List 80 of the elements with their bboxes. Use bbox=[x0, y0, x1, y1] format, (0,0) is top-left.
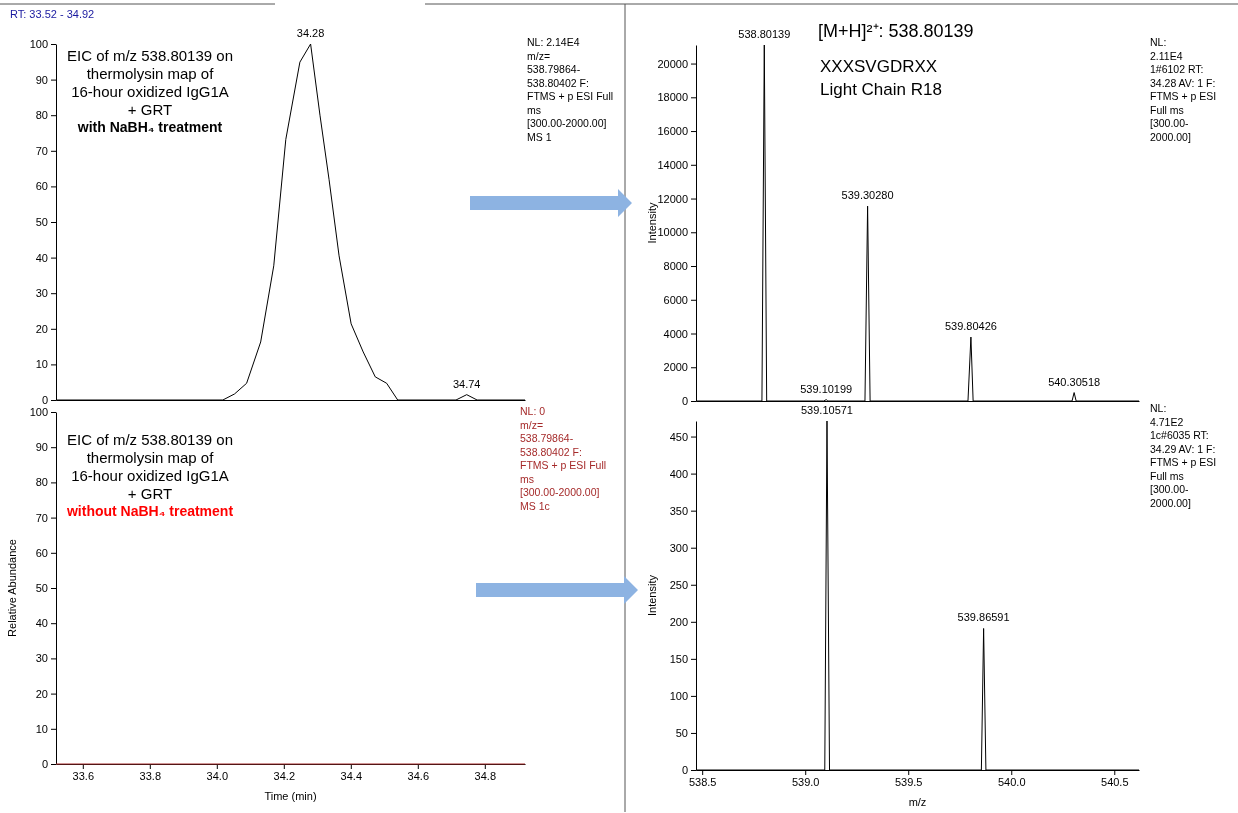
y-tick-label: 6000 bbox=[663, 293, 688, 306]
x-tick-label: 539.5 bbox=[894, 775, 923, 788]
text: EIC of m/z 538.80139 on thermolysin map of 16-hour oxidized IgG1A + GRT bbox=[67, 47, 233, 119]
y-tick-label: 8000 bbox=[663, 260, 688, 273]
y-tick-label: 100 bbox=[29, 38, 48, 51]
x-tick-label: 539.0 bbox=[791, 775, 820, 788]
annotation: 539.80426 bbox=[944, 320, 997, 333]
y-tick-label: 10 bbox=[35, 722, 48, 735]
text: NL: 2.14E4 m/z= 538.79864- 538.80402 F: FTMS + p ESI Full ms [300.00-2000.00] MS 1 bbox=[527, 36, 614, 143]
y-tick-label: 80 bbox=[35, 476, 48, 489]
x-tick-label: 33.6 bbox=[72, 769, 95, 782]
y-tick-label: 30 bbox=[35, 287, 48, 300]
y-tick-label: 0 bbox=[41, 394, 48, 407]
y-tick-label: 350 bbox=[669, 504, 688, 517]
y-tick-label: 20000 bbox=[657, 57, 688, 70]
x-axis-title: Time (min) bbox=[264, 790, 317, 802]
y-tick-label: 90 bbox=[35, 73, 48, 86]
y-tick-label: 0 bbox=[681, 764, 688, 777]
y-tick-label: 150 bbox=[669, 652, 688, 665]
annotation: NL: 0 m/z= 538.79864- 538.80402 F: FTMS + p ESI Full ms [300.00-2000.00] MS 1c bbox=[520, 405, 607, 512]
y-tick-label: 18000 bbox=[657, 91, 688, 104]
y-axis-title: Intensity bbox=[646, 202, 658, 244]
y-tick-label: 30 bbox=[35, 652, 48, 665]
x-tick-label: 540.5 bbox=[1101, 775, 1129, 788]
y-tick-label: 400 bbox=[669, 467, 688, 480]
y-tick-label: 14000 bbox=[657, 158, 688, 171]
text: NL: 2.11E4 1#6102 RT: 34.28 AV: 1 F: FTMS + p ESI Full ms [300.00- 2000.00] bbox=[1150, 36, 1217, 143]
annotation: 34.28 bbox=[296, 27, 325, 39]
y-tick-label: 300 bbox=[669, 541, 688, 554]
x-tick-label: 34.0 bbox=[206, 769, 229, 782]
annotation: 34.74 bbox=[452, 377, 481, 390]
x-tick-label: 34.8 bbox=[474, 769, 497, 782]
annotation: 539.86591 bbox=[957, 611, 1010, 624]
x-tick-label: 34.4 bbox=[340, 769, 363, 782]
y-tick-label: 50 bbox=[675, 726, 688, 739]
y-tick-label: 40 bbox=[35, 251, 48, 264]
chart-title: [M+H]²⁺: 538.80139 bbox=[818, 20, 974, 41]
y-tick-label: 12000 bbox=[657, 192, 688, 205]
text: NL: 4.71E2 1c#6035 RT: 34.29 AV: 1 F: FTMS + p ESI Full ms [300.00- 2000.00] bbox=[1150, 402, 1217, 509]
y-tick-label: 20 bbox=[35, 687, 48, 700]
y-tick-label: 60 bbox=[35, 180, 48, 193]
annotation: 539.10199 bbox=[800, 382, 853, 395]
y-tick-label: 0 bbox=[681, 395, 688, 408]
x-tick-label: 34.2 bbox=[273, 769, 296, 782]
text: with NaBH₄ treatment bbox=[76, 119, 223, 136]
y-tick-label: 60 bbox=[35, 546, 48, 559]
y-tick-label: 40 bbox=[35, 617, 48, 630]
annotation: 538.80139 bbox=[738, 28, 791, 40]
x-tick-label: 33.8 bbox=[139, 769, 162, 782]
x-tick-label: 34.6 bbox=[407, 769, 430, 782]
y-tick-label: 0 bbox=[41, 758, 48, 771]
text: EIC of m/z 538.80139 on thermolysin map of 16-hour oxidized IgG1A + GRT bbox=[67, 431, 233, 503]
y-tick-label: 100 bbox=[29, 406, 48, 419]
y-tick-label: 50 bbox=[35, 582, 48, 595]
y-tick-label: 16000 bbox=[657, 125, 688, 138]
y-tick-label: 10 bbox=[35, 358, 48, 371]
x-axis-title: m/z bbox=[908, 796, 927, 808]
text: XXXSVGDRXX Light Chain R18 bbox=[820, 57, 942, 99]
y-tick-label: 200 bbox=[669, 615, 688, 628]
text: without NaBH₄ treatment bbox=[65, 503, 234, 520]
y-tick-label: 70 bbox=[35, 144, 48, 157]
y-tick-label: 50 bbox=[35, 216, 48, 229]
y-tick-label: 4000 bbox=[663, 327, 688, 340]
y-axis-title: Intensity bbox=[646, 574, 658, 616]
y-tick-label: 90 bbox=[35, 441, 48, 454]
y-tick-label: 250 bbox=[669, 578, 688, 591]
annotation: 539.10571 bbox=[800, 404, 853, 416]
y-tick-label: 2000 bbox=[663, 361, 688, 374]
annotation: 539.30280 bbox=[841, 189, 894, 202]
y-tick-label: 10000 bbox=[657, 226, 688, 239]
y-axis-title: Relative Abundance bbox=[6, 539, 18, 637]
y-tick-label: 20 bbox=[35, 322, 48, 335]
y-tick-label: 100 bbox=[669, 689, 688, 702]
text: RT: 33.52 - 34.92 bbox=[10, 8, 95, 20]
annotation: 540.30518 bbox=[1048, 375, 1101, 388]
x-tick-label: 538.5 bbox=[688, 775, 717, 788]
y-tick-label: 70 bbox=[35, 511, 48, 524]
y-tick-label: 450 bbox=[669, 430, 688, 443]
y-tick-label: 80 bbox=[35, 109, 48, 122]
x-tick-label: 540.0 bbox=[997, 775, 1026, 788]
